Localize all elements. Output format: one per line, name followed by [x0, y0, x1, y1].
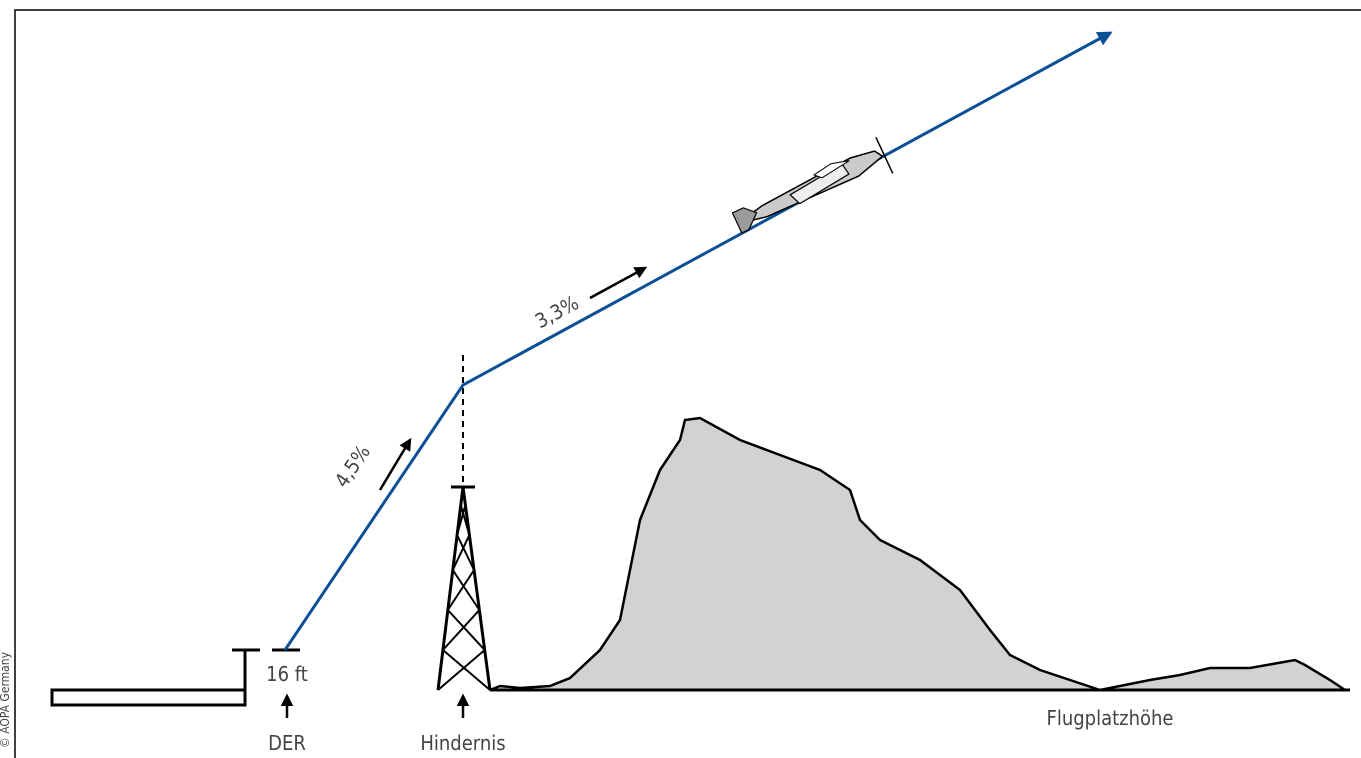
- obstacle-label: Hindernis: [420, 731, 505, 755]
- obstacle-tower: [436, 485, 492, 691]
- tower-strut: [451, 534, 471, 571]
- arrow: [378, 437, 412, 491]
- gradient-label: 3,3%: [531, 290, 583, 333]
- tower-strut: [447, 609, 486, 651]
- runway: [50, 688, 247, 707]
- tower-strut: [461, 486, 492, 691]
- arrow: [589, 266, 648, 300]
- tower-strut: [437, 649, 486, 691]
- climb-path: [283, 31, 1113, 651]
- aircraft: [731, 136, 894, 234]
- frame: [14, 9, 1361, 758]
- tower-strut: [451, 569, 481, 611]
- tower-strut: [436, 486, 465, 691]
- tower-strut: [442, 649, 491, 691]
- tower-strut: [459, 504, 471, 536]
- height-label: 16 ft: [266, 662, 308, 686]
- terrain: [489, 416, 1350, 692]
- tower-strut: [447, 569, 475, 611]
- gradient-label: 4,5%: [329, 440, 374, 491]
- tower-strut: [456, 534, 475, 571]
- tower-strut: [442, 609, 481, 651]
- tower-strut: [456, 504, 467, 536]
- copyright: © AOPA Germany: [0, 651, 12, 748]
- elevation-label: Flugplatzhöhe: [1046, 706, 1173, 730]
- der-label: DER: [268, 731, 306, 755]
